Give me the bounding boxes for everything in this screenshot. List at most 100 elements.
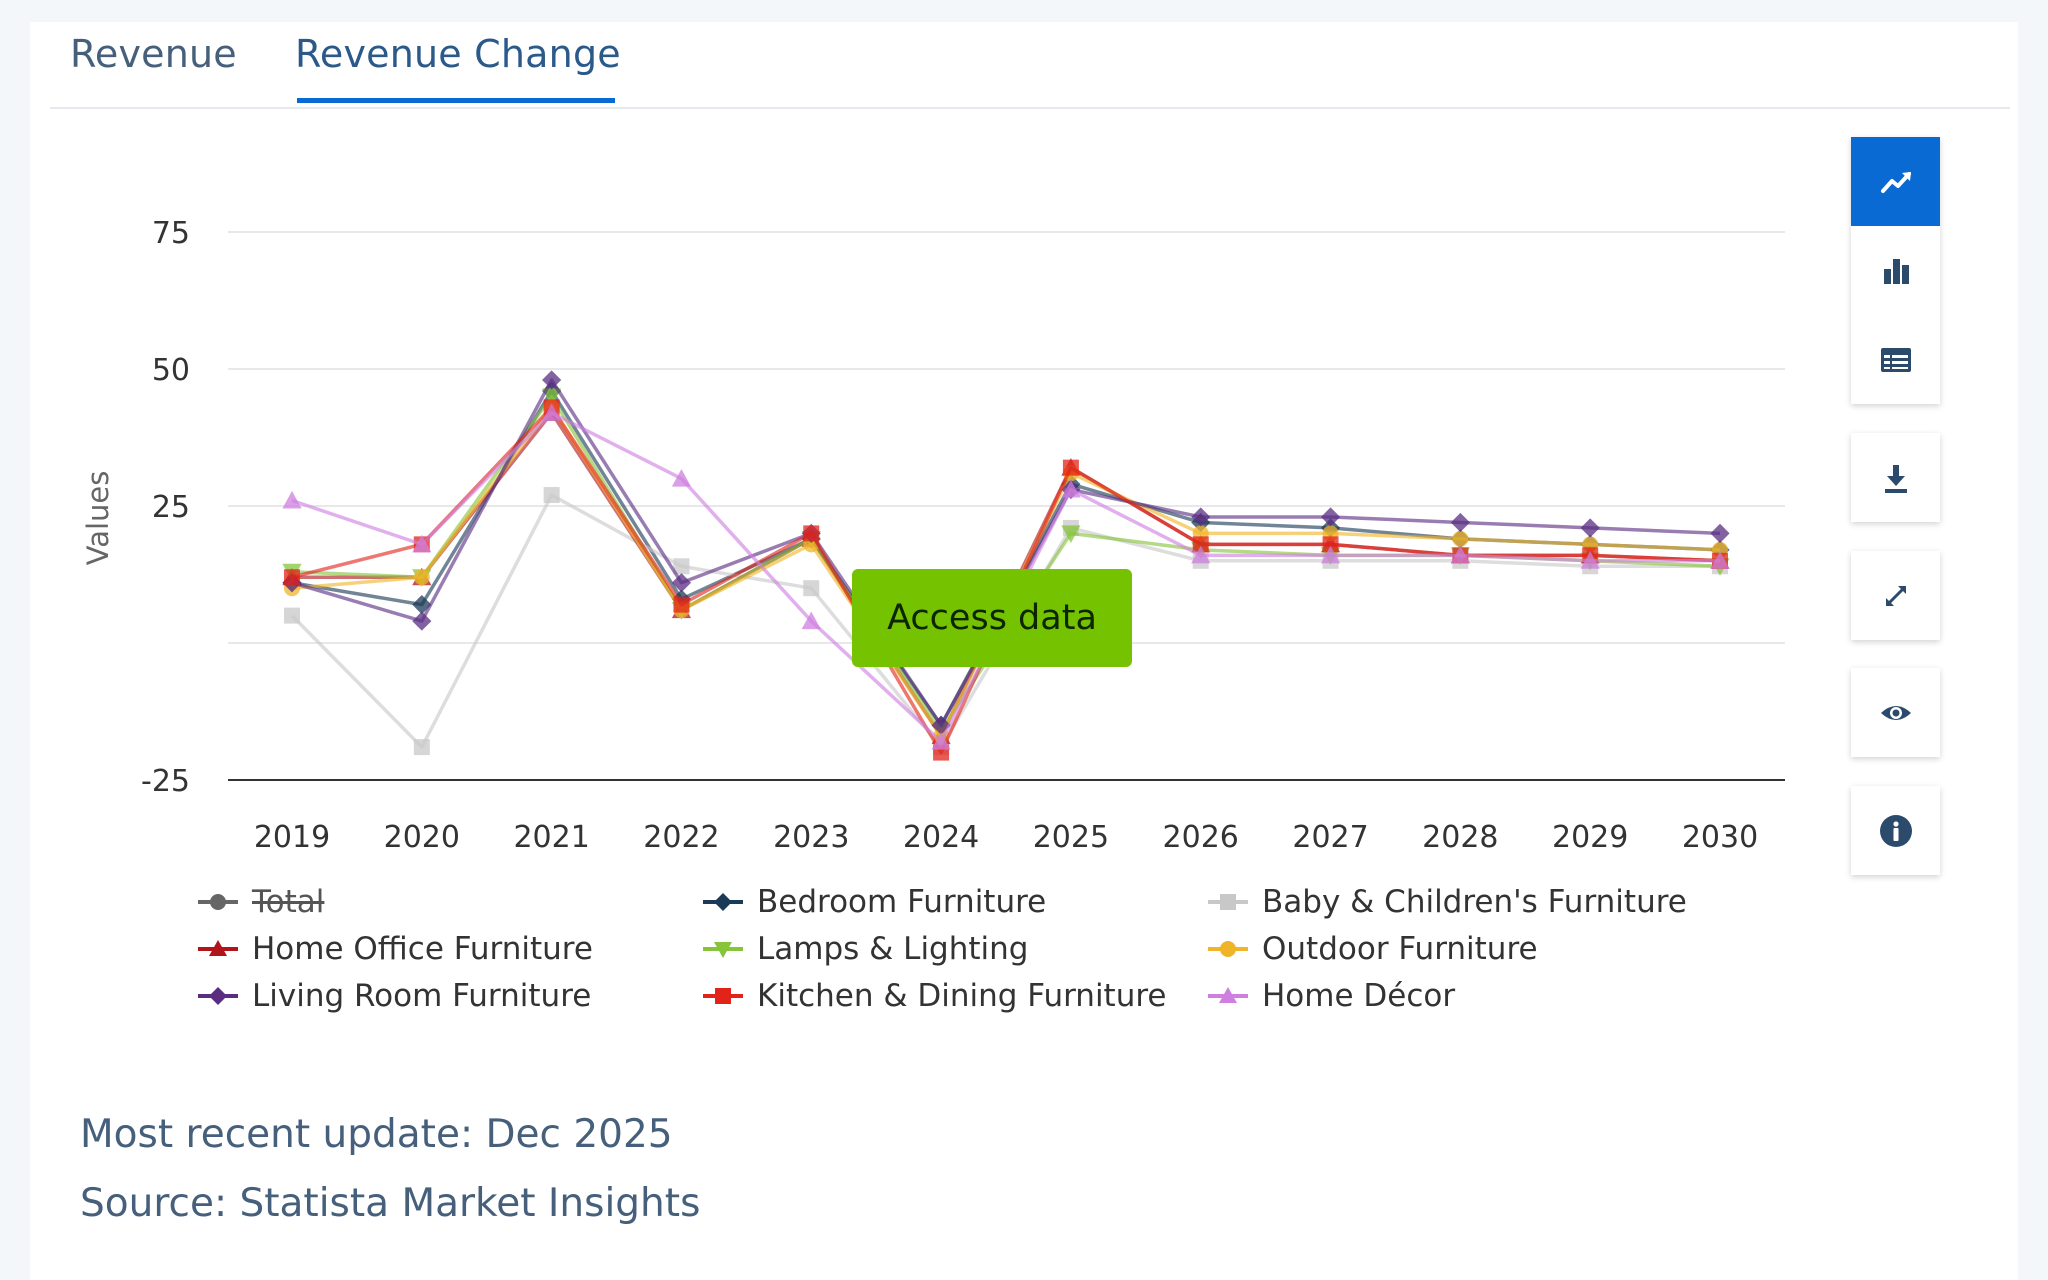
x-tick-label: 2020 bbox=[384, 820, 460, 855]
legend-symbol bbox=[703, 942, 743, 958]
active-tab-indicator bbox=[297, 98, 615, 103]
x-tick-label: 2026 bbox=[1163, 820, 1239, 855]
x-tick-label: 2029 bbox=[1552, 820, 1628, 855]
legend-item[interactable]: Lamps & Lighting bbox=[703, 929, 1028, 969]
info-button[interactable] bbox=[1851, 786, 1940, 875]
legend-symbol bbox=[1208, 894, 1248, 910]
line-chart-button[interactable] bbox=[1851, 137, 1940, 226]
source-text: Source: Statista Market Insights bbox=[80, 1181, 701, 1226]
data-point bbox=[931, 715, 951, 735]
series-line-6 bbox=[291, 378, 1721, 727]
data-point bbox=[1322, 536, 1339, 553]
x-tick-label: 2023 bbox=[773, 820, 849, 855]
legend-label: Home Décor bbox=[1262, 978, 1456, 1014]
legend-label: Baby & Children's Furniture bbox=[1262, 884, 1687, 920]
data-point bbox=[413, 739, 430, 756]
legend-item[interactable]: Total bbox=[198, 882, 324, 922]
legend-label: Living Room Furniture bbox=[252, 978, 592, 1014]
legend-item[interactable]: Home Office Furniture bbox=[198, 929, 593, 969]
x-tick-label: 2028 bbox=[1422, 820, 1498, 855]
eye-group bbox=[1851, 668, 1940, 757]
bar-chart-button[interactable] bbox=[1851, 226, 1940, 315]
info-group bbox=[1851, 786, 1940, 875]
fullscreen-button[interactable] bbox=[1851, 551, 1940, 640]
legend-symbol bbox=[198, 987, 238, 1005]
data-point bbox=[1320, 545, 1341, 564]
eye-icon bbox=[1880, 705, 1911, 720]
download-group bbox=[1851, 433, 1940, 522]
legend-item[interactable]: Outdoor Furniture bbox=[1208, 929, 1538, 969]
table-view-button[interactable] bbox=[1851, 315, 1940, 404]
data-point bbox=[542, 370, 562, 390]
access-data-button[interactable]: Access data bbox=[852, 569, 1132, 667]
legend-item[interactable]: Home Décor bbox=[1208, 976, 1455, 1016]
data-point bbox=[542, 388, 562, 406]
tab-bar: Revenue Revenue Change bbox=[50, 22, 2010, 109]
x-tick-label: 2030 bbox=[1682, 820, 1758, 855]
legend-symbol bbox=[1208, 987, 1248, 1003]
legend-label: Home Office Furniture bbox=[252, 931, 593, 967]
legend-label: Outdoor Furniture bbox=[1262, 931, 1538, 967]
data-point bbox=[673, 596, 690, 613]
line-chart-icon bbox=[1880, 171, 1911, 193]
legend-symbol bbox=[198, 940, 238, 956]
data-point bbox=[803, 525, 820, 542]
data-point bbox=[284, 569, 300, 586]
bar-chart-icon bbox=[1883, 258, 1909, 284]
legend-label: Lamps & Lighting bbox=[757, 931, 1029, 967]
update-date-text: Most recent update: Dec 2025 bbox=[80, 1112, 673, 1157]
data-point bbox=[543, 487, 560, 504]
data-point bbox=[1580, 551, 1600, 569]
download-button[interactable] bbox=[1851, 433, 1940, 522]
legend-item[interactable]: Living Room Furniture bbox=[198, 976, 591, 1016]
legend-item[interactable]: Baby & Children's Furniture bbox=[1208, 882, 1687, 922]
chart-type-group bbox=[1851, 137, 1940, 404]
data-point bbox=[803, 580, 820, 597]
data-point bbox=[671, 573, 692, 593]
legend-label: Kitchen & Dining Furniture bbox=[757, 978, 1167, 1014]
data-point bbox=[412, 534, 432, 553]
y-tick-label: 75 bbox=[152, 216, 190, 251]
data-point bbox=[1452, 530, 1469, 547]
data-point bbox=[282, 490, 302, 509]
expand-group bbox=[1851, 551, 1940, 640]
data-point bbox=[542, 403, 562, 421]
display-settings-button[interactable] bbox=[1851, 668, 1940, 757]
y-axis-label: Values bbox=[81, 471, 115, 566]
x-tick-label: 2027 bbox=[1292, 820, 1368, 855]
download-icon bbox=[1884, 464, 1907, 493]
data-point bbox=[1191, 545, 1211, 564]
legend-label: Bedroom Furniture bbox=[757, 884, 1047, 920]
legend-item[interactable]: Bedroom Furniture bbox=[703, 882, 1046, 922]
data-point bbox=[1061, 479, 1081, 498]
data-point bbox=[1450, 545, 1470, 564]
info-icon bbox=[1879, 814, 1912, 847]
data-point bbox=[673, 558, 690, 575]
y-tick-label: 50 bbox=[152, 353, 190, 388]
data-point bbox=[413, 569, 430, 586]
legend-symbol bbox=[198, 894, 238, 910]
tab-revenue[interactable]: Revenue bbox=[70, 32, 237, 76]
tab-revenue-change[interactable]: Revenue Change bbox=[295, 32, 621, 76]
x-tick-label: 2022 bbox=[643, 820, 719, 855]
data-point bbox=[801, 611, 821, 630]
legend-item[interactable]: Kitchen & Dining Furniture bbox=[703, 976, 1167, 1016]
data-point bbox=[1450, 512, 1470, 533]
data-point bbox=[671, 469, 692, 487]
data-point bbox=[1580, 518, 1600, 538]
legend-label: Total bbox=[252, 884, 325, 920]
legend-symbol bbox=[1208, 941, 1248, 957]
y-tick-label: -25 bbox=[141, 764, 190, 799]
data-point bbox=[1710, 523, 1730, 543]
x-tick-label: 2025 bbox=[1033, 820, 1109, 855]
data-point bbox=[1062, 459, 1079, 476]
data-point bbox=[1320, 507, 1341, 527]
x-tick-label: 2021 bbox=[513, 820, 589, 855]
data-point bbox=[1191, 507, 1211, 527]
y-tick-label: 25 bbox=[152, 490, 190, 525]
data-point bbox=[1192, 536, 1209, 553]
data-point bbox=[931, 732, 951, 750]
x-tick-label: 2024 bbox=[903, 820, 979, 855]
expand-icon bbox=[1885, 585, 1906, 606]
legend-symbol bbox=[703, 893, 743, 911]
